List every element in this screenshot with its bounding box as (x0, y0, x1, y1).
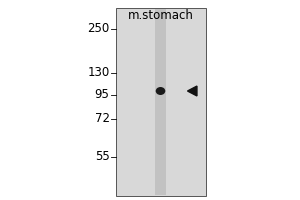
Bar (116, 8, 206, 196)
Text: 55: 55 (95, 150, 110, 164)
Ellipse shape (156, 87, 165, 95)
Polygon shape (188, 86, 197, 96)
Text: 250: 250 (87, 22, 110, 36)
Text: 95: 95 (94, 88, 110, 102)
Text: 130: 130 (87, 66, 110, 79)
Text: 72: 72 (94, 112, 110, 126)
Text: m.stomach: m.stomach (128, 9, 194, 22)
Bar (155, 9, 166, 195)
